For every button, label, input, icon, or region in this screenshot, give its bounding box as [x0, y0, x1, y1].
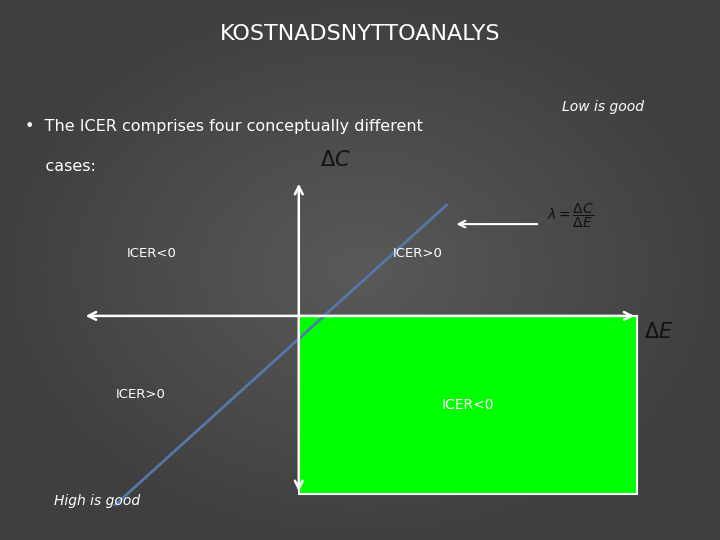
Text: KOSTNADSNYTTOANALYS: KOSTNADSNYTTOANALYS [220, 24, 500, 44]
Text: $\lambda = \dfrac{\Delta C}{\Delta E}$: $\lambda = \dfrac{\Delta C}{\Delta E}$ [547, 202, 594, 230]
Text: Low is good: Low is good [562, 100, 644, 114]
Text: ICER<0: ICER<0 [126, 247, 176, 260]
Text: $\Delta E$: $\Delta E$ [644, 322, 674, 342]
Text: ICER>0: ICER>0 [115, 388, 166, 401]
Text: High is good: High is good [54, 494, 140, 508]
Bar [299, 316, 637, 494]
Text: •  The ICER comprises four conceptually different: • The ICER comprises four conceptually d… [25, 119, 423, 134]
Text: ICER<0: ICER<0 [442, 398, 494, 412]
Text: $\Delta C$: $\Delta C$ [320, 150, 351, 170]
Text: cases:: cases: [25, 159, 96, 174]
Text: ICER>0: ICER>0 [392, 247, 443, 260]
